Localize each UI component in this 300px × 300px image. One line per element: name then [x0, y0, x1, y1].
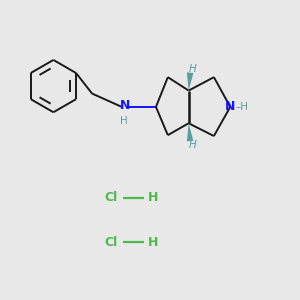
Text: H: H	[148, 191, 158, 204]
Text: H: H	[148, 236, 158, 249]
Text: H: H	[120, 116, 128, 126]
Text: H: H	[189, 140, 196, 150]
Polygon shape	[187, 73, 194, 91]
Text: Cl: Cl	[105, 191, 118, 204]
Polygon shape	[187, 123, 194, 141]
Text: H: H	[189, 64, 196, 74]
Text: Cl: Cl	[105, 236, 118, 249]
Text: –H: –H	[235, 102, 248, 112]
Text: N: N	[225, 100, 236, 113]
Text: N: N	[119, 99, 130, 112]
